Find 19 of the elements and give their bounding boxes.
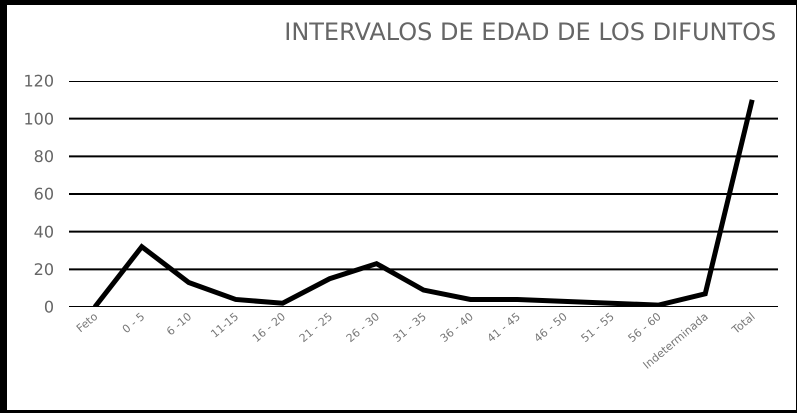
y-tick-label: 0 [44,298,54,317]
y-tick-label: 20 [34,260,54,279]
x-tick-label: 46 - 50 [532,310,570,346]
x-tick-label: 6 -10 [164,310,194,338]
x-tick-label: 51 - 55 [578,310,617,346]
x-tick-label: 41 - 45 [484,310,523,346]
x-tick-label: Feto [74,310,100,336]
x-tick-label: 26 - 30 [344,310,382,346]
x-tick-label: 16 - 20 [250,310,288,346]
x-tick-label: 0 - 5 [120,310,148,336]
y-tick-label: 40 [34,222,54,242]
y-tick-label: 60 [34,184,54,204]
x-tick-label: 36 - 40 [438,310,476,346]
x-tick-label: 21 - 25 [296,310,336,346]
y-tick-label: 120 [23,72,54,91]
y-tick-label: 80 [34,146,54,166]
y-tick-label: 100 [23,109,54,128]
chart-title: INTERVALOS DE EDAD DE LOS DIFUNTOS [284,18,776,46]
x-tick-label: 31 - 35 [390,310,429,346]
